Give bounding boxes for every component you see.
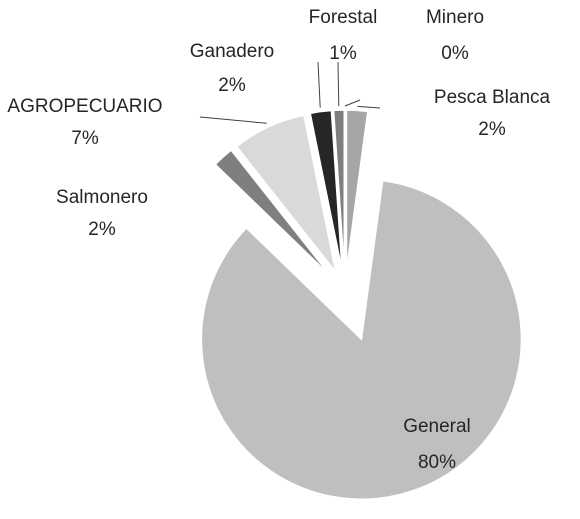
- slice-value-label: 80%: [418, 452, 456, 473]
- slice-label: General: [403, 416, 471, 437]
- pie-slice: [345, 109, 369, 271]
- slice-value-label: 2%: [218, 75, 246, 96]
- slice-value-label: 2%: [478, 119, 506, 140]
- slice-label: Forestal: [309, 7, 378, 28]
- leader-line: [357, 105, 381, 109]
- slice-label: Minero: [426, 7, 484, 28]
- slice-value-label: 0%: [441, 43, 469, 64]
- leader-line: [344, 99, 361, 107]
- leader-line: [337, 61, 340, 107]
- pie-slice: [200, 179, 523, 500]
- slice-value-label: 7%: [71, 128, 99, 149]
- slice-label: AGROPECUARIO: [7, 96, 162, 117]
- slice-value-label: 2%: [88, 219, 116, 240]
- slice-label: Pesca Blanca: [434, 87, 551, 108]
- pie-slice: [309, 109, 343, 271]
- slice-value-label: 1%: [329, 43, 357, 64]
- slice-label: Ganadero: [190, 41, 275, 62]
- slice-label: Salmonero: [56, 187, 148, 208]
- pie-slice: [214, 149, 331, 277]
- pie-slice: [235, 114, 337, 273]
- leader-line: [199, 116, 267, 124]
- leader-line: [317, 61, 321, 108]
